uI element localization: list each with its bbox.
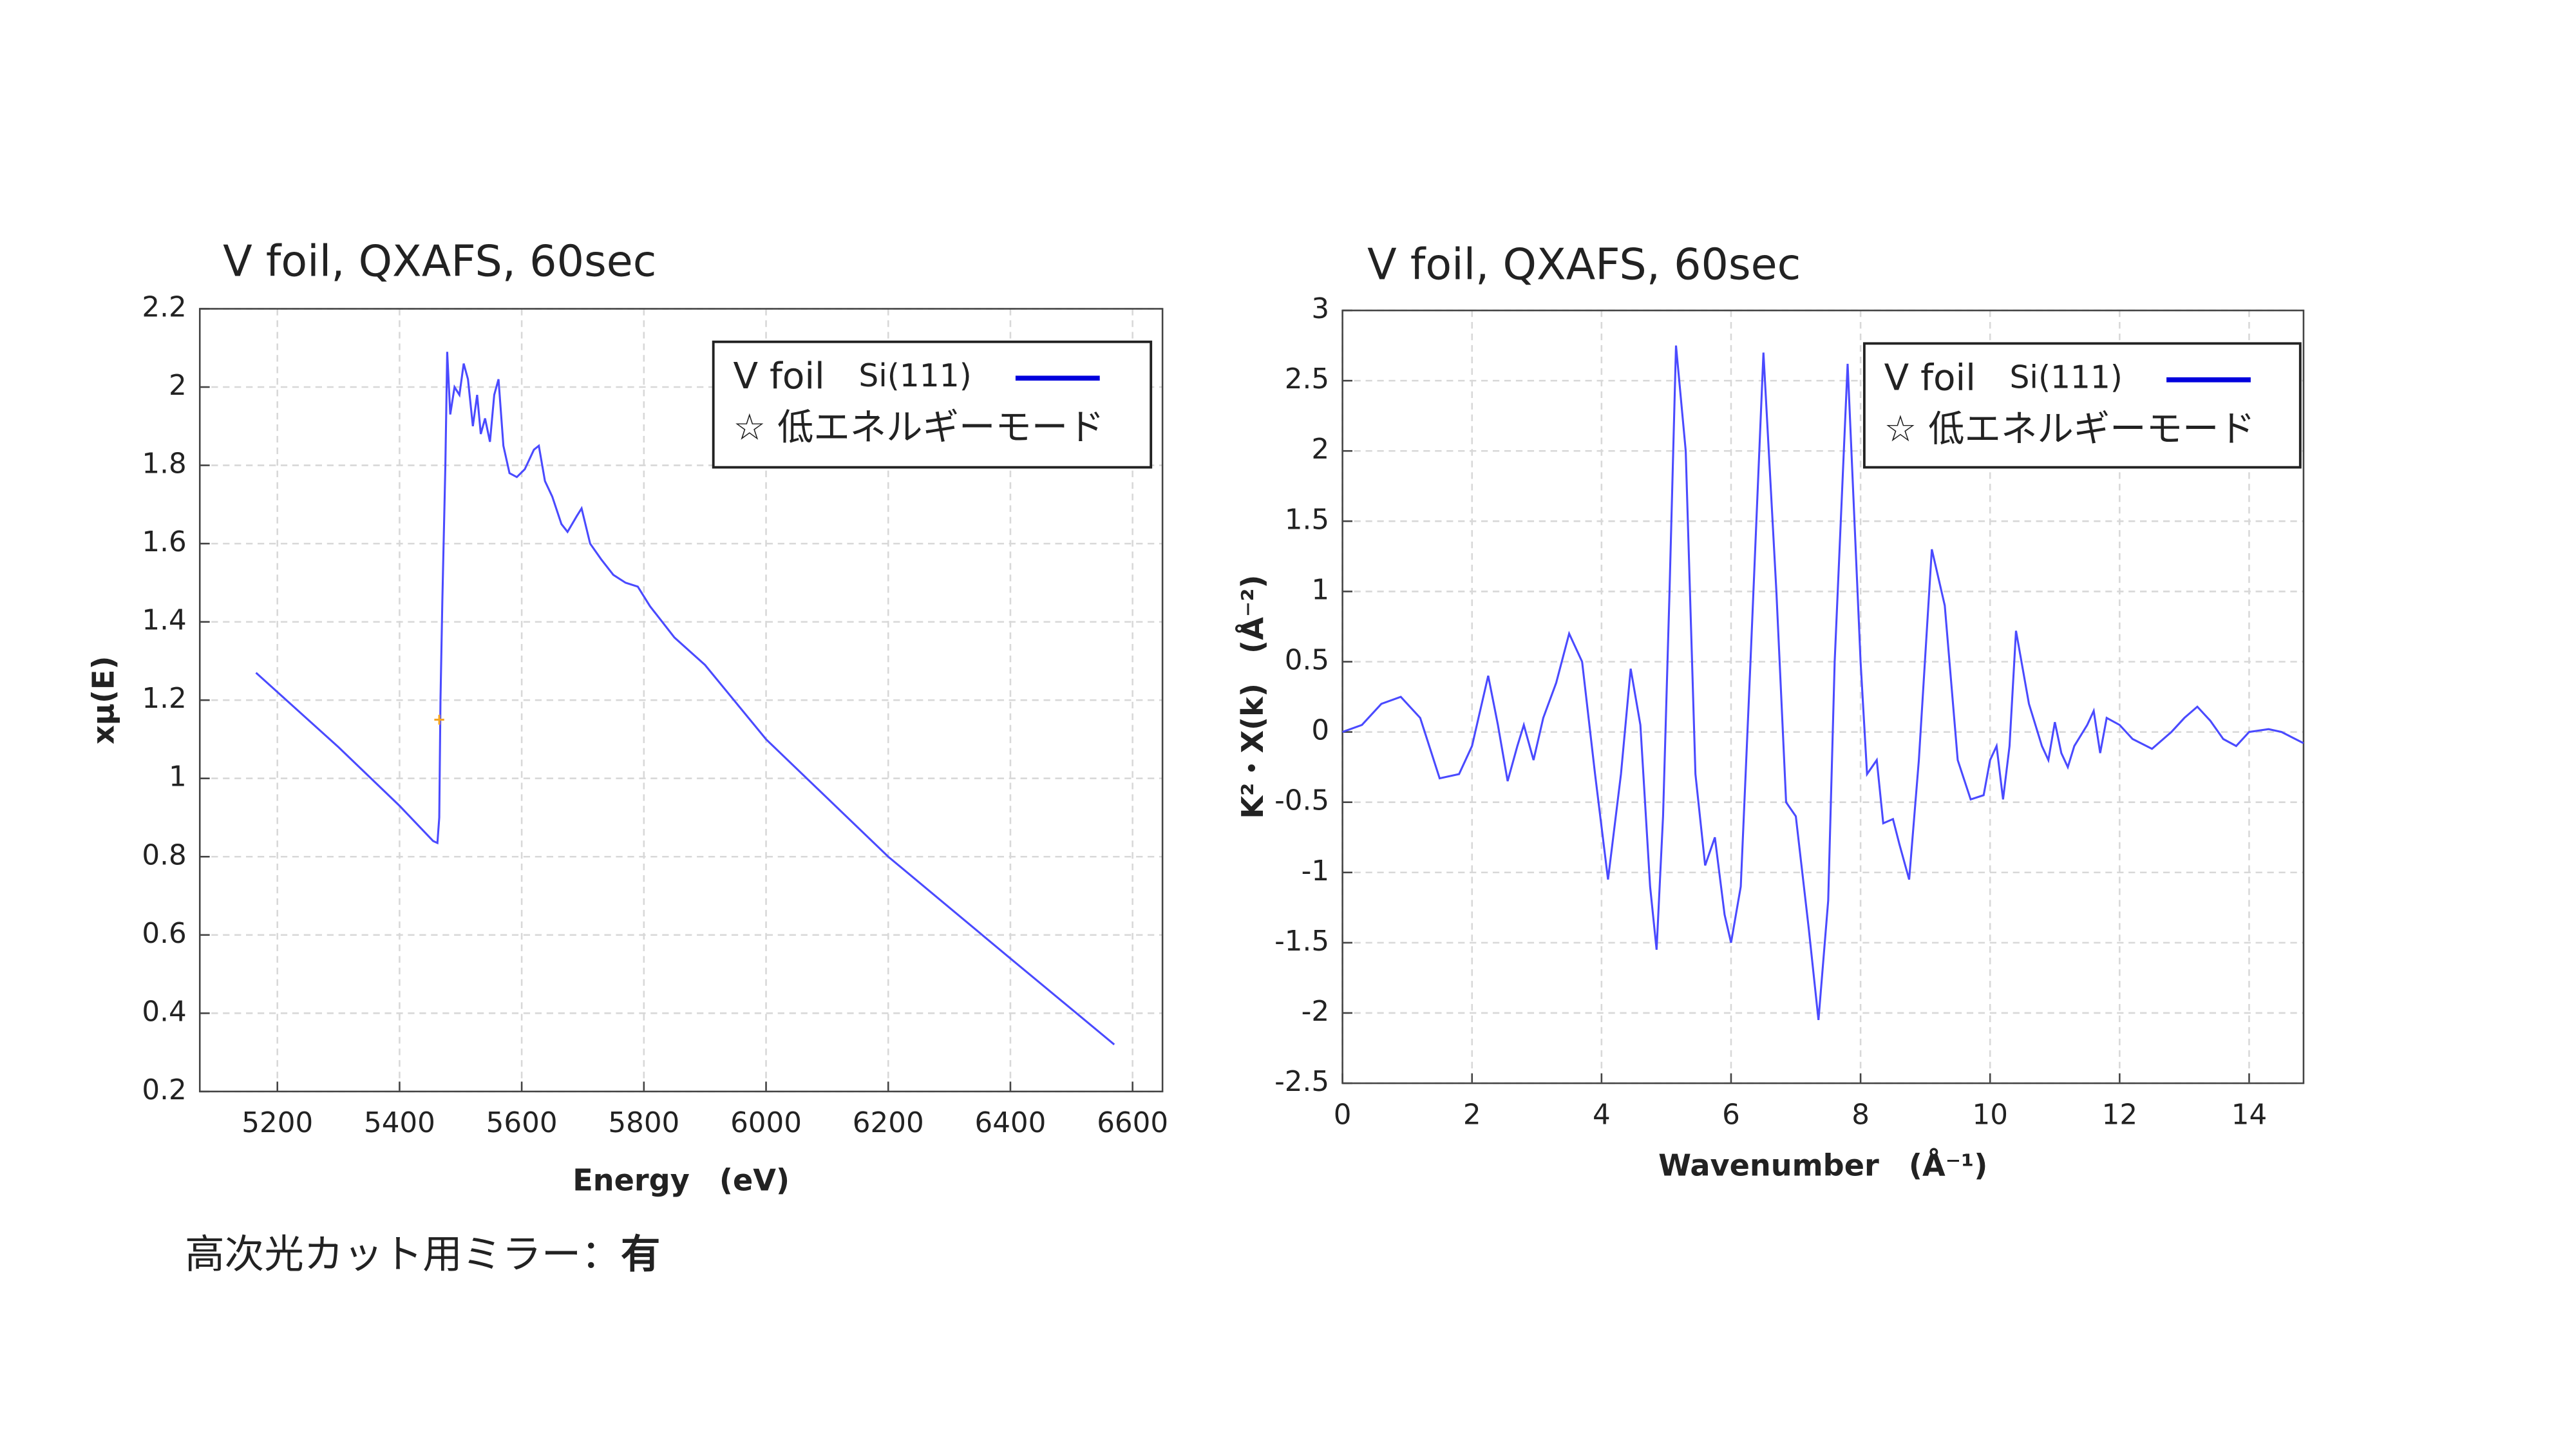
y-tick-label: -2.5 [1274, 1066, 1329, 1098]
legend-sub: Si(111) [2010, 360, 2123, 396]
y-tick-label: -1 [1302, 855, 1329, 887]
y-axis-label: K²・X(k) (Å⁻²) [1235, 574, 1270, 819]
x-tick-label: 12 [2102, 1099, 2137, 1131]
note-emphasis: 有 [621, 1231, 661, 1277]
chart-title: V foil, QXAFS, 60sec [223, 236, 656, 286]
x-tick-label: 5400 [364, 1107, 435, 1139]
x-tick-label: 10 [1972, 1099, 2007, 1131]
plot-frame [198, 308, 1164, 1093]
y-tick-label: 1 [1311, 574, 1329, 606]
plot-frame [1341, 309, 2305, 1084]
x-tick-label: 4 [1593, 1099, 1611, 1131]
note-text: 高次光カット用ミラー： [185, 1231, 621, 1277]
y-tick-label: 2 [169, 370, 187, 402]
y-tick-label: 2 [1311, 433, 1329, 466]
x-tick-label: 5800 [608, 1107, 679, 1139]
x-tick-label: 2 [1463, 1099, 1481, 1131]
x-tick-label: 6400 [974, 1107, 1046, 1139]
x-tick-label: 6000 [730, 1107, 802, 1139]
y-tick-label: 2.2 [142, 291, 186, 323]
y-tick-label: 0 [1311, 715, 1329, 747]
legend-note: ☆ 低エネルギーモード [733, 406, 1104, 448]
x-tick-label: 8 [1852, 1099, 1870, 1131]
legend-label: V foil [733, 355, 824, 397]
data-line [255, 352, 1115, 1046]
y-tick-label: -2 [1302, 996, 1329, 1028]
y-tick-label: 1.5 [1285, 504, 1329, 536]
x-axis-label: Wavenumber (Å⁻¹) [1658, 1148, 1987, 1182]
y-tick-label: 0.4 [142, 996, 186, 1028]
y-tick-label: 0.2 [142, 1074, 186, 1106]
x-tick-label: 14 [2231, 1099, 2267, 1131]
legend-sub: Si(111) [858, 358, 971, 394]
y-tick-label: 0.8 [142, 839, 186, 871]
y-tick-label: -1.5 [1274, 925, 1329, 958]
note: 高次光カット用ミラー：有 [185, 1231, 660, 1277]
y-axis-label: xμ(E) [86, 656, 121, 744]
y-tick-label: 0.6 [142, 918, 186, 950]
y-tick-label: 1.6 [142, 526, 186, 558]
x-axis-label: Energy (eV) [573, 1162, 790, 1197]
x-tick-label: 5600 [486, 1107, 558, 1139]
y-tick-label: 1 [169, 761, 187, 793]
x-tick-label: 5200 [242, 1107, 313, 1139]
y-tick-label: 0.5 [1285, 645, 1329, 677]
x-tick-label: 6200 [853, 1107, 924, 1139]
data-line [1342, 345, 2304, 1021]
y-tick-label: 1.2 [142, 683, 186, 715]
legend-note: ☆ 低エネルギーモード [1884, 408, 2255, 450]
y-tick-label: 3 [1311, 293, 1329, 325]
y-tick-label: 2.5 [1285, 363, 1329, 395]
legend-box [712, 340, 1153, 469]
y-tick-label: 1.8 [142, 448, 186, 480]
chart-title: V foil, QXAFS, 60sec [1367, 239, 1801, 289]
x-tick-label: 0 [1334, 1099, 1352, 1131]
point-marker [434, 714, 444, 725]
y-tick-label: 1.4 [142, 605, 186, 637]
y-tick-label: -0.5 [1274, 785, 1329, 817]
legend-label: V foil [1884, 357, 1976, 399]
x-tick-label: 6600 [1097, 1107, 1168, 1139]
x-tick-label: 6 [1722, 1099, 1740, 1131]
legend-box [1862, 342, 2302, 469]
